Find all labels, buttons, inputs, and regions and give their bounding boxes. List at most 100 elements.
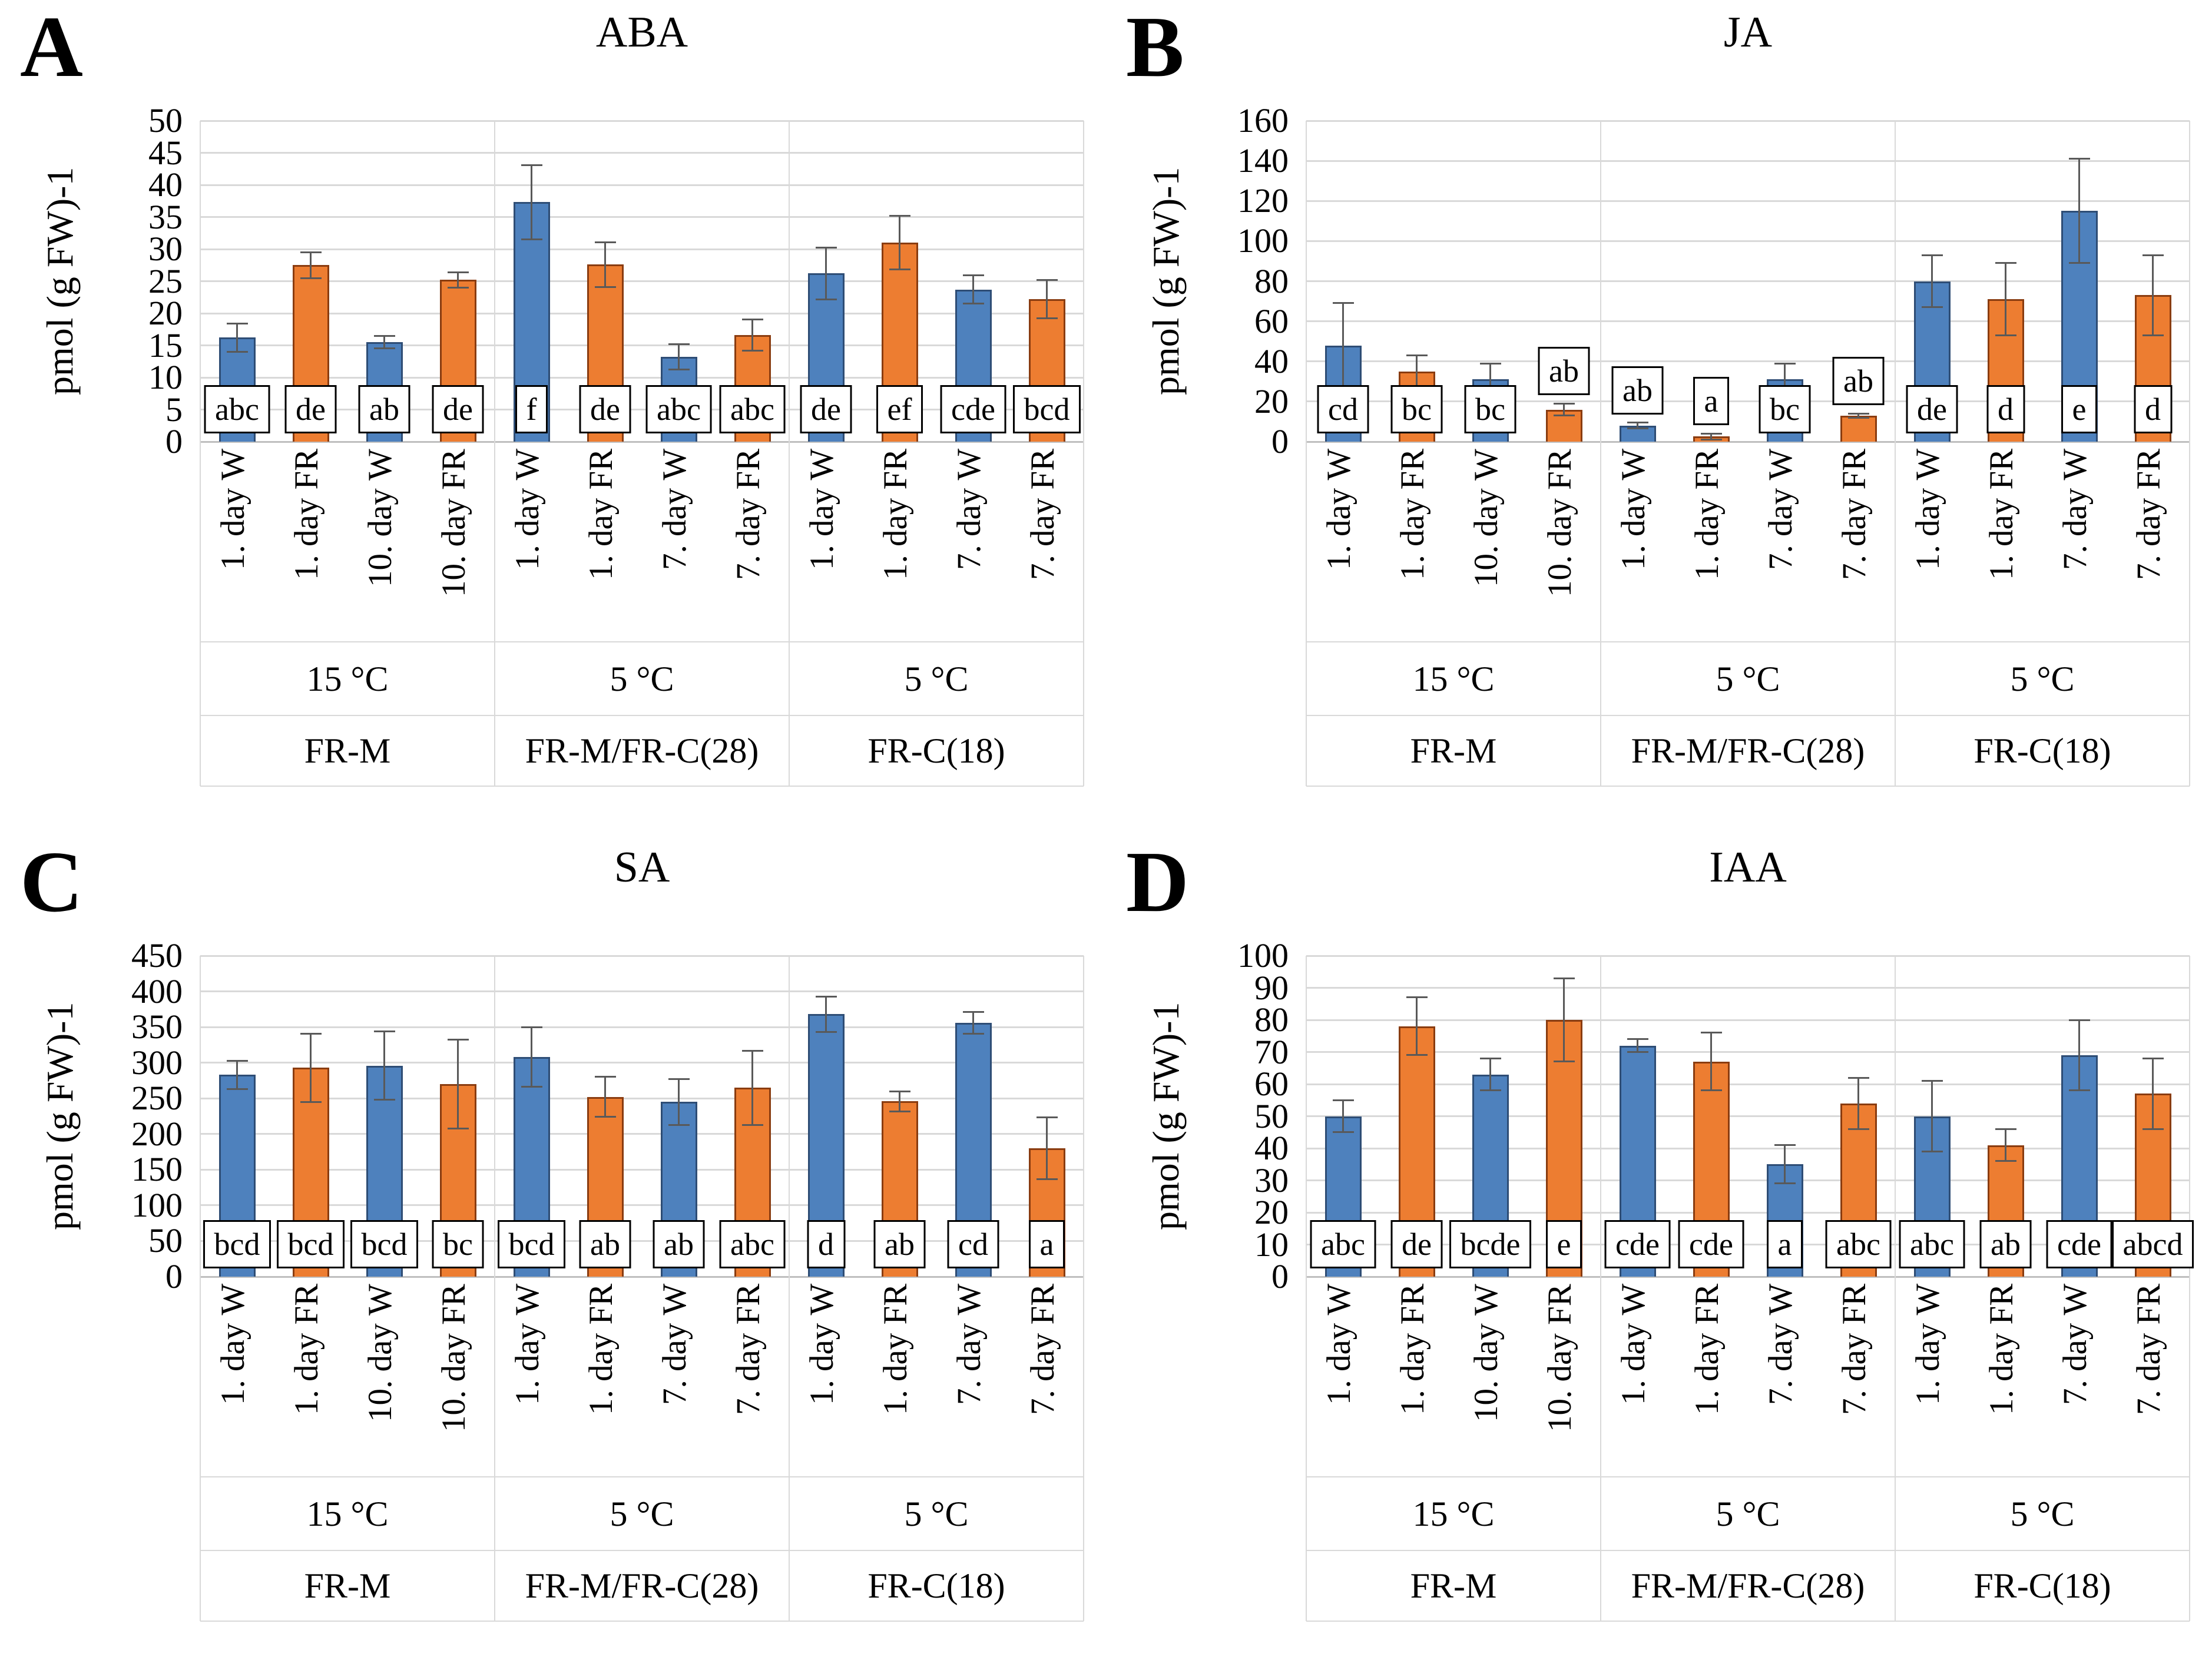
error-bar-cap-bottom [889,1110,910,1112]
error-bar [1416,355,1418,388]
error-bar-cap-bottom [1700,439,1722,441]
error-bar [604,242,606,287]
error-bar-cap-bottom [1627,428,1648,430]
x-category-label: 7. day FR [1835,449,1873,581]
gridline [1306,1083,2190,1085]
error-bar [972,275,974,304]
y-tick-label: 40 [148,165,183,204]
error-bar-cap-bottom [2142,1128,2164,1130]
error-bar-cap-top [447,271,469,273]
y-tick-label: 200 [131,1114,183,1153]
significance-letter: a [1028,1220,1065,1268]
group-separator [1895,121,1896,786]
gridline [200,120,1084,122]
x-category-label: 10. day W [361,449,399,587]
significance-letter: de [284,385,337,433]
x-category-label: 1. day W [803,449,840,571]
error-bar [2078,1020,2080,1091]
error-bar-cap-top [594,1076,616,1078]
error-bar-cap-top [889,214,910,217]
group-treatment-label: FR-M [1410,1566,1497,1605]
x-category-label: 7. day FR [729,449,767,581]
x-category-label: 1. day FR [876,449,914,581]
error-bar-cap-bottom [1995,1160,2016,1162]
y-tick-label: 45 [148,133,183,172]
x-category-label: 1. day FR [1393,449,1431,581]
significance-letter: ab [1611,366,1664,415]
y-tick-label: 450 [131,936,183,975]
gridline [1306,200,2190,202]
error-bar-cap-top [300,251,322,253]
y-tick-label: 10 [148,358,183,396]
x-category-label: 10. day FR [1541,1284,1578,1432]
x-category-label: 1. day FR [287,1284,325,1416]
panel-a: A ABA pmol (g FW)-1 0 5 10 15 20 25 30 35 40 45 50 abc… [0,0,1106,835]
error-bar-cap-bottom [226,1088,248,1090]
error-bar-cap-bottom [2068,1089,2090,1092]
gridline [1306,320,2190,323]
table-row-separator [200,715,1084,716]
panel-title: JA [1723,8,1773,57]
x-category-label: 10. day FR [1541,449,1578,597]
error-bar-cap-top [300,1032,322,1035]
significance-letter: bc [1464,385,1516,433]
error-bar-cap-top [815,247,837,249]
plot-border [2189,956,2190,1621]
y-tick-label: 5 [165,390,183,429]
error-bar-cap-bottom [889,269,910,271]
error-bar-cap-bottom [668,369,690,371]
error-bar-cap-top [1406,996,1428,999]
x-category-label: 7. day FR [1024,449,1061,581]
x-category-label: 1. day W [1909,449,1946,571]
error-bar-cap-top [1479,362,1501,365]
error-bar-cap-top [2142,1057,2164,1059]
error-bar-cap-bottom [521,238,542,241]
error-bar-cap-top [373,334,395,337]
gridline [1306,240,2190,242]
x-category-label: 10. day FR [435,449,472,597]
significance-letter: cd [1317,385,1369,433]
plot-border [200,956,201,1621]
x-category-label: 7. day FR [1835,1284,1873,1416]
y-tick-label: 10 [1254,1225,1289,1264]
x-axis-line [1306,1275,2190,1278]
significance-letter: ab [1832,357,1885,406]
error-bar [751,1051,753,1125]
significance-letter: bcd [350,1220,419,1268]
y-tick-label: 70 [1254,1032,1289,1071]
error-bar-cap-top [741,319,763,321]
gridline [200,152,1084,154]
significance-letter: d [1986,385,2025,433]
significance-letter: ab [1979,1220,2032,1268]
gridline [200,1240,1084,1242]
error-bar [1563,978,1565,1062]
y-tick-label: 20 [1254,1193,1289,1231]
x-category-label: 1. day W [1909,1284,1946,1406]
error-bar-cap-bottom [668,1124,690,1126]
x-category-label: 7. day FR [2130,1284,2167,1416]
x-category-label: 1. day FR [1982,449,2020,581]
error-bar-cap-bottom [1921,306,1943,309]
error-bar-cap-top [521,1026,542,1028]
error-bar-cap-bottom [594,1116,616,1118]
x-category-label: 7. day FR [729,1284,767,1416]
significance-letter: f [515,385,548,433]
error-bar-cap-top [1332,1099,1354,1101]
error-bar [1046,1117,1048,1179]
error-bar-cap-bottom [1036,1178,1058,1180]
x-category-label: 10. day W [1467,1284,1505,1422]
table-row-separator [200,786,1084,787]
significance-letter: cd [947,1220,999,1268]
error-bar-cap-top [1700,1032,1722,1034]
plot-border [2189,121,2190,786]
y-tick-label: 90 [1254,968,1289,1007]
error-bar-cap-bottom [1553,1061,1575,1063]
x-category-label: 10. day W [1467,449,1505,587]
group-treatment-label: FR-M [304,731,391,770]
significance-letter: e [2061,385,2098,433]
group-treatment-label: FR-C(18) [1973,1566,2111,1605]
error-bar [2078,158,2080,263]
significance-letter: bc [1390,385,1443,433]
error-bar-cap-bottom [962,303,984,305]
significance-letter: bcd [276,1220,345,1268]
